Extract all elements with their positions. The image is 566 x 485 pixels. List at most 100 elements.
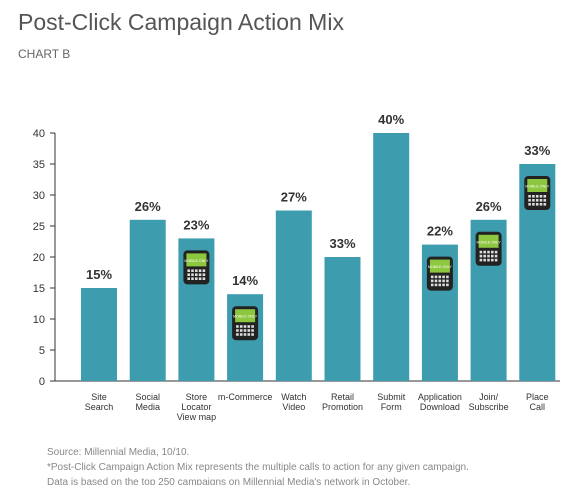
chart-title: Post-Click Campaign Action Mix (18, 9, 344, 35)
icon-key (191, 269, 194, 272)
icon-key (195, 277, 198, 280)
icon-key (528, 203, 531, 206)
icon-key (430, 275, 434, 279)
icon-key (479, 250, 483, 254)
y-tick-label: 40 (33, 128, 45, 140)
icon-key (239, 333, 243, 336)
icon-key (251, 329, 254, 332)
bar-label: 15% (86, 267, 112, 282)
icon-key (202, 273, 206, 276)
icon-key (483, 250, 486, 254)
icon-key (442, 279, 445, 283)
icon-key (239, 325, 243, 328)
mobile-only-icon: MOBILE ONLY (183, 250, 210, 285)
icon-key (487, 258, 490, 262)
icon-key (539, 195, 543, 198)
icon-key (247, 329, 251, 332)
icon-key (434, 275, 438, 279)
x-tick-label: m-Commerce (218, 392, 273, 402)
icon-key (243, 325, 247, 328)
icon-key (532, 203, 535, 206)
icon-key (535, 199, 539, 202)
y-tick-label: 30 (33, 190, 45, 202)
icon-screen (429, 259, 450, 273)
icon-key (187, 273, 190, 276)
icon-key (491, 258, 494, 262)
icon-key (442, 283, 445, 287)
icon-key (543, 199, 547, 202)
bar (81, 288, 117, 381)
icon-screen (186, 253, 207, 267)
icon-key (487, 254, 490, 258)
icon-key (195, 269, 198, 272)
bar (324, 257, 361, 381)
icon-key (191, 273, 194, 276)
icon-key (434, 283, 438, 287)
y-tick-label: 20 (33, 252, 45, 264)
icon-key (479, 254, 483, 258)
bar-label: 23% (183, 217, 209, 232)
bar (275, 210, 312, 381)
icon-key (532, 195, 535, 198)
icon-key (446, 279, 449, 283)
icon-key (438, 283, 442, 287)
icon-key (195, 273, 198, 276)
icon-key (532, 199, 535, 202)
icon-key (251, 325, 254, 328)
x-tick-label: Social Media (135, 392, 160, 412)
mobile-only-icon: MOBILE ONLY (232, 306, 259, 341)
x-tick-label: Store Locator View map (177, 392, 216, 422)
icon-key (438, 279, 442, 283)
icon-key (539, 199, 543, 202)
icon-key (494, 258, 498, 262)
y-tick-label: 15 (33, 283, 45, 295)
icon-key (198, 269, 202, 272)
x-tick-label: Join/Subscribe (469, 392, 509, 412)
icon-key (187, 277, 190, 280)
icon-key (434, 279, 438, 283)
icon-key (430, 279, 434, 283)
icon-label: MOBILE ONLY (428, 265, 453, 269)
icon-key (202, 269, 206, 272)
footnote: Data is based on the top 250 campaigns o… (47, 477, 410, 485)
mobile-only-icon: MOBILE ONLY (524, 176, 551, 210)
bar-label: 26% (135, 199, 161, 214)
icon-key (446, 283, 449, 287)
bar (373, 133, 410, 381)
icon-key (438, 275, 442, 279)
bar-label: 33% (524, 143, 550, 158)
icon-label: MOBILE ONLY (233, 315, 258, 319)
bar-label: 26% (476, 199, 502, 214)
y-tick-label: 0 (39, 376, 45, 388)
x-tick-label: Place Call (526, 392, 549, 412)
icon-label: MOBILE ONLY (184, 259, 209, 263)
bar-label: 40% (378, 112, 404, 127)
icon-key (239, 329, 243, 332)
x-tick-label: Watch Video (281, 392, 306, 412)
icon-key (236, 325, 239, 328)
icon-key (494, 250, 498, 254)
icon-key (247, 333, 251, 336)
icon-key (247, 325, 251, 328)
icon-key (198, 277, 202, 280)
icon-key (543, 195, 547, 198)
x-tick-label: Retail Promotion (322, 392, 363, 412)
mobile-only-icon: MOBILE ONLY (475, 231, 502, 266)
y-tick-label: 35 (33, 159, 45, 171)
icon-key (494, 254, 498, 258)
icon-key (539, 203, 543, 206)
footnote: *Post-Click Campaign Action Mix represen… (47, 462, 469, 473)
icon-key (243, 333, 247, 336)
footnote: Source: Millennial Media, 10/10. (47, 447, 189, 458)
icon-screen (478, 234, 499, 248)
icon-key (236, 333, 239, 336)
icon-key (528, 199, 531, 202)
icon-screen (235, 309, 256, 323)
icon-label: MOBILE ONLY (525, 185, 550, 189)
icon-key (251, 333, 254, 336)
icon-key (191, 277, 194, 280)
bar (129, 219, 166, 381)
icon-key (535, 195, 539, 198)
icon-screen (527, 179, 548, 192)
